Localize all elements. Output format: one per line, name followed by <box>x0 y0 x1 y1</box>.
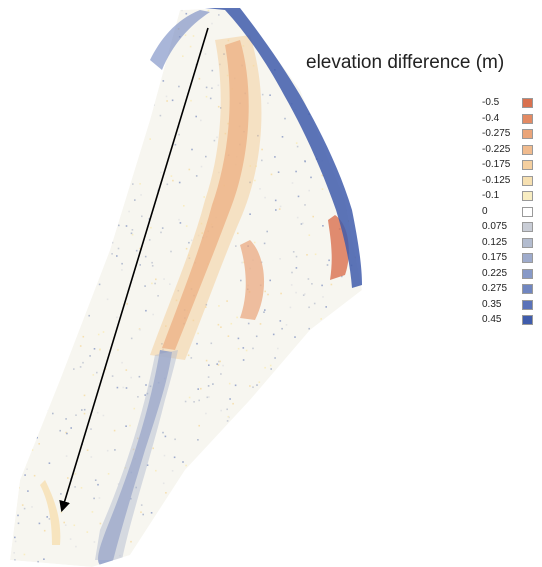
legend-item-label: -0.225 <box>482 143 511 155</box>
legend-item: 0.45 <box>482 314 540 330</box>
legend-item-swatch <box>522 268 533 279</box>
legend-item-swatch <box>522 206 533 217</box>
legend-item-label: 0.075 <box>482 221 508 232</box>
deposition-channel-fringe <box>95 350 178 560</box>
survey-area <box>10 8 362 567</box>
legend-title: elevation difference (m) <box>306 52 505 73</box>
legend-item-swatch <box>522 160 533 170</box>
erosion-patch-mid <box>240 240 265 320</box>
legend-item-label: 0.275 <box>482 283 508 294</box>
legend-item-label: 0.45 <box>482 314 502 325</box>
legend-item: -0.4 <box>482 113 540 129</box>
legend-item: 0.35 <box>482 299 540 315</box>
legend-item: -0.5 <box>482 97 540 113</box>
legend-item-label: 0.35 <box>482 298 502 310</box>
legend-item-label: -0.275 <box>482 128 511 139</box>
legend-item-swatch <box>522 253 533 263</box>
legend-item: 0.125 <box>482 237 540 253</box>
legend-item: -0.175 <box>482 159 540 175</box>
legend-item: -0.1 <box>482 190 540 206</box>
legend-item-swatch <box>522 191 533 201</box>
legend-item-label: 0.125 <box>482 236 508 248</box>
legend-item-label: -0.5 <box>482 97 500 108</box>
legend-item: 0.225 <box>482 268 540 284</box>
legend-item: -0.275 <box>482 128 540 144</box>
legend-item: 0.275 <box>482 283 540 299</box>
legend-item-swatch <box>522 129 533 139</box>
legend-item-label: -0.175 <box>482 159 511 170</box>
legend-item: 0.075 <box>482 221 540 237</box>
legend-item: -0.125 <box>482 175 540 191</box>
deposition-strip-west <box>40 480 61 545</box>
legend-item-label: 0.225 <box>482 267 508 279</box>
legend-item-label: -0.4 <box>482 112 500 124</box>
legend-item-swatch <box>522 315 533 325</box>
legend-item: 0 <box>482 206 540 222</box>
legend-item-swatch <box>522 113 533 124</box>
legend-item-swatch <box>522 284 533 294</box>
legend-item-label: -0.125 <box>482 174 511 186</box>
legend-item-swatch <box>522 98 533 108</box>
legend: -0.5 -0.4 -0.275 -0.225 -0.175 -0.125 -0.1 0 0.0… <box>482 97 540 330</box>
legend-item-swatch <box>522 175 533 186</box>
legend-item-swatch <box>522 237 533 248</box>
legend-item-label: 0 <box>482 205 488 217</box>
legend-item-swatch <box>522 144 533 155</box>
transect-arrow <box>59 27 209 513</box>
legend-item: -0.225 <box>482 144 540 160</box>
legend-item-swatch <box>522 299 533 310</box>
erosion-band-fringe <box>150 35 262 360</box>
legend-item-label: 0.175 <box>482 252 508 263</box>
legend-item: 0.175 <box>482 252 540 268</box>
shoreline-north <box>150 10 210 70</box>
legend-item-label: -0.1 <box>482 190 500 201</box>
legend-item-swatch <box>522 222 533 232</box>
